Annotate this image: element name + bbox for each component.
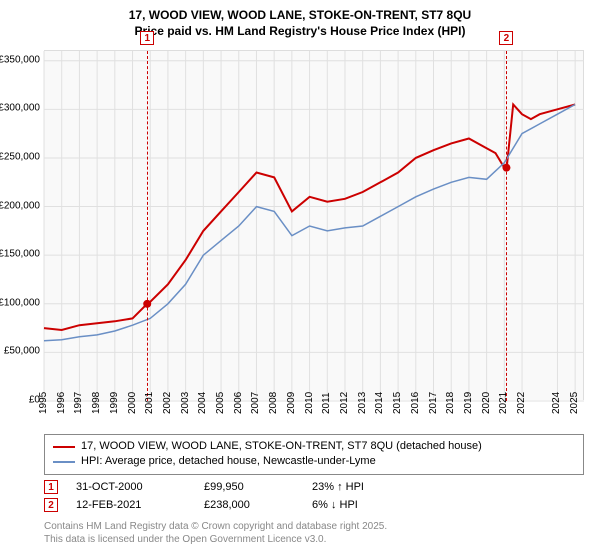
marker-date: 31-OCT-2000	[76, 481, 186, 493]
x-tick-label: 1996	[56, 392, 67, 414]
legend-item-property: 17, WOOD VIEW, WOOD LANE, STOKE-ON-TRENT…	[53, 439, 575, 454]
x-tick-label: 2004	[197, 392, 208, 414]
marker-price: £238,000	[204, 499, 294, 511]
x-tick-label: 2007	[250, 392, 261, 414]
legend-swatch-property	[53, 446, 75, 448]
y-axis-labels: £0£50,000£100,000£150,000£200,000£250,00…	[0, 50, 42, 400]
footer-line-2: This data is licensed under the Open Gov…	[44, 533, 584, 546]
x-tick-label: 2005	[215, 392, 226, 414]
marker-price: £99,950	[204, 481, 294, 493]
x-tick-label: 1995	[38, 392, 49, 414]
chart-container: 17, WOOD VIEW, WOOD LANE, STOKE-ON-TRENT…	[0, 0, 600, 560]
x-tick-label: 2019	[463, 392, 474, 414]
x-tick-label: 1997	[73, 392, 84, 414]
gridlines	[44, 51, 584, 401]
legend-item-hpi: HPI: Average price, detached house, Newc…	[53, 454, 575, 469]
footer-attribution: Contains HM Land Registry data © Crown c…	[44, 520, 584, 546]
x-tick-label: 2020	[481, 392, 492, 414]
y-tick-label: £100,000	[0, 297, 40, 308]
marker-row-badge: 2	[44, 498, 58, 512]
legend: 17, WOOD VIEW, WOOD LANE, STOKE-ON-TRENT…	[44, 434, 584, 475]
marker-row-badge: 1	[44, 480, 58, 494]
x-tick-label: 1998	[91, 392, 102, 414]
plot-svg	[44, 51, 584, 401]
legend-swatch-hpi	[53, 461, 75, 463]
marker-line-1	[147, 51, 148, 401]
x-tick-label: 2015	[392, 392, 403, 414]
legend-label-hpi: HPI: Average price, detached house, Newc…	[81, 454, 376, 469]
x-tick-label: 2018	[445, 392, 456, 414]
y-tick-label: £300,000	[0, 103, 40, 114]
marker-pct: 23% ↑ HPI	[312, 481, 402, 493]
x-tick-label: 2021	[498, 392, 509, 414]
marker-badge-1: 1	[140, 31, 154, 45]
plot-area: 12	[44, 50, 584, 400]
x-tick-label: 2010	[304, 392, 315, 414]
y-tick-label: £0	[0, 395, 40, 406]
y-tick-label: £150,000	[0, 249, 40, 260]
x-tick-label: 2011	[321, 392, 332, 414]
x-tick-label: 2014	[374, 392, 385, 414]
y-tick-label: £200,000	[0, 200, 40, 211]
x-tick-label: 2024	[551, 392, 562, 414]
x-tick-label: 2025	[569, 392, 580, 414]
x-tick-label: 1999	[109, 392, 120, 414]
x-tick-label: 2009	[286, 392, 297, 414]
marker-pct: 6% ↓ HPI	[312, 499, 402, 511]
markers-table: 1 31-OCT-2000 £99,950 23% ↑ HPI 2 12-FEB-2021…	[44, 478, 584, 514]
marker-line-2	[506, 51, 507, 401]
title-line-1: 17, WOOD VIEW, WOOD LANE, STOKE-ON-TRENT…	[0, 8, 600, 24]
y-tick-label: £50,000	[0, 346, 40, 357]
x-tick-label: 2017	[428, 392, 439, 414]
x-tick-label: 2008	[268, 392, 279, 414]
y-tick-label: £350,000	[0, 54, 40, 65]
footer-line-1: Contains HM Land Registry data © Crown c…	[44, 520, 584, 533]
x-axis-labels: 1995199619971998199920002001200220032004…	[44, 400, 584, 430]
legend-label-property: 17, WOOD VIEW, WOOD LANE, STOKE-ON-TRENT…	[81, 439, 482, 454]
marker-badge-2: 2	[499, 31, 513, 45]
x-tick-label: 2016	[410, 392, 421, 414]
x-tick-label: 2000	[127, 392, 138, 414]
y-tick-label: £250,000	[0, 151, 40, 162]
x-tick-label: 2001	[144, 392, 155, 414]
x-tick-label: 2013	[357, 392, 368, 414]
x-tick-label: 2022	[516, 392, 527, 414]
x-tick-label: 2002	[162, 392, 173, 414]
marker-row-2: 2 12-FEB-2021 £238,000 6% ↓ HPI	[44, 496, 584, 514]
marker-date: 12-FEB-2021	[76, 499, 186, 511]
marker-row-1: 1 31-OCT-2000 £99,950 23% ↑ HPI	[44, 478, 584, 496]
x-tick-label: 2003	[180, 392, 191, 414]
x-tick-label: 2012	[339, 392, 350, 414]
x-tick-label: 2006	[233, 392, 244, 414]
